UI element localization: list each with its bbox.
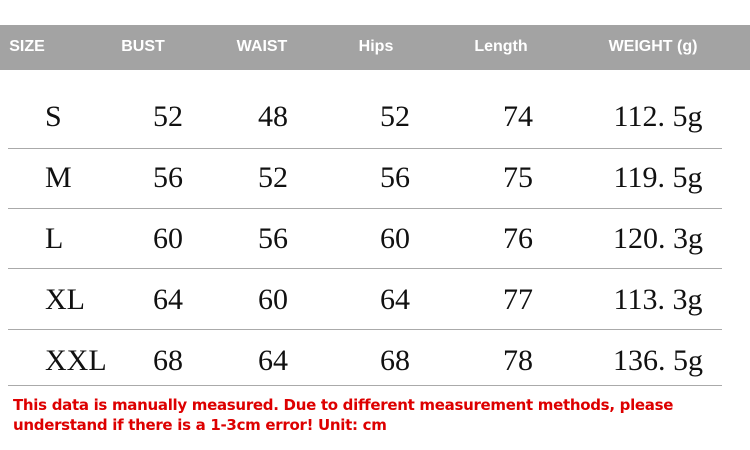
row-divider [8, 329, 722, 330]
value-cell: 75 [503, 161, 533, 194]
value-cell: 64 [380, 283, 410, 316]
size-cell: M [45, 161, 72, 194]
value-cell: 136. 5g [613, 344, 703, 377]
row-divider [8, 208, 722, 209]
row-divider [8, 148, 722, 149]
column-header: WEIGHT (g) [608, 38, 698, 55]
value-cell: 78 [503, 344, 533, 377]
value-cell: 60 [380, 222, 410, 255]
column-header: BUST [121, 38, 165, 55]
note: understand if there is a 1-3cm error! Un… [13, 416, 387, 434]
value-cell: 60 [258, 283, 288, 316]
value-cell: 52 [258, 161, 288, 194]
value-cell: 60 [153, 222, 183, 255]
value-cell: 56 [153, 161, 183, 194]
value-cell: 77 [503, 283, 533, 316]
header-bar [0, 25, 750, 70]
size-cell: XL [45, 283, 85, 316]
note: This data is manually measured. Due to d… [13, 396, 674, 414]
row-divider [8, 268, 722, 269]
value-cell: 113. 3g [613, 283, 703, 316]
value-cell: 64 [258, 344, 288, 377]
value-cell: 74 [503, 100, 533, 133]
value-cell: 52 [153, 100, 183, 133]
value-cell: 76 [503, 222, 533, 255]
column-header: WAIST [236, 38, 288, 55]
row-divider [8, 385, 722, 386]
value-cell: 48 [258, 100, 288, 133]
size-cell: XXL [45, 344, 107, 377]
value-cell: 68 [380, 344, 410, 377]
column-header: Hips [358, 38, 394, 55]
value-cell: 56 [380, 161, 410, 194]
value-cell: 119. 5g [613, 161, 703, 194]
value-cell: 64 [153, 283, 183, 316]
value-cell: 56 [258, 222, 288, 255]
column-header: SIZE [9, 38, 45, 55]
column-header: Length [474, 38, 528, 55]
value-cell: 52 [380, 100, 410, 133]
size-cell: S [45, 100, 62, 133]
value-cell: 112. 5g [613, 100, 703, 133]
value-cell: 120. 3g [613, 222, 703, 255]
size-cell: L [45, 222, 64, 255]
value-cell: 68 [153, 344, 183, 377]
